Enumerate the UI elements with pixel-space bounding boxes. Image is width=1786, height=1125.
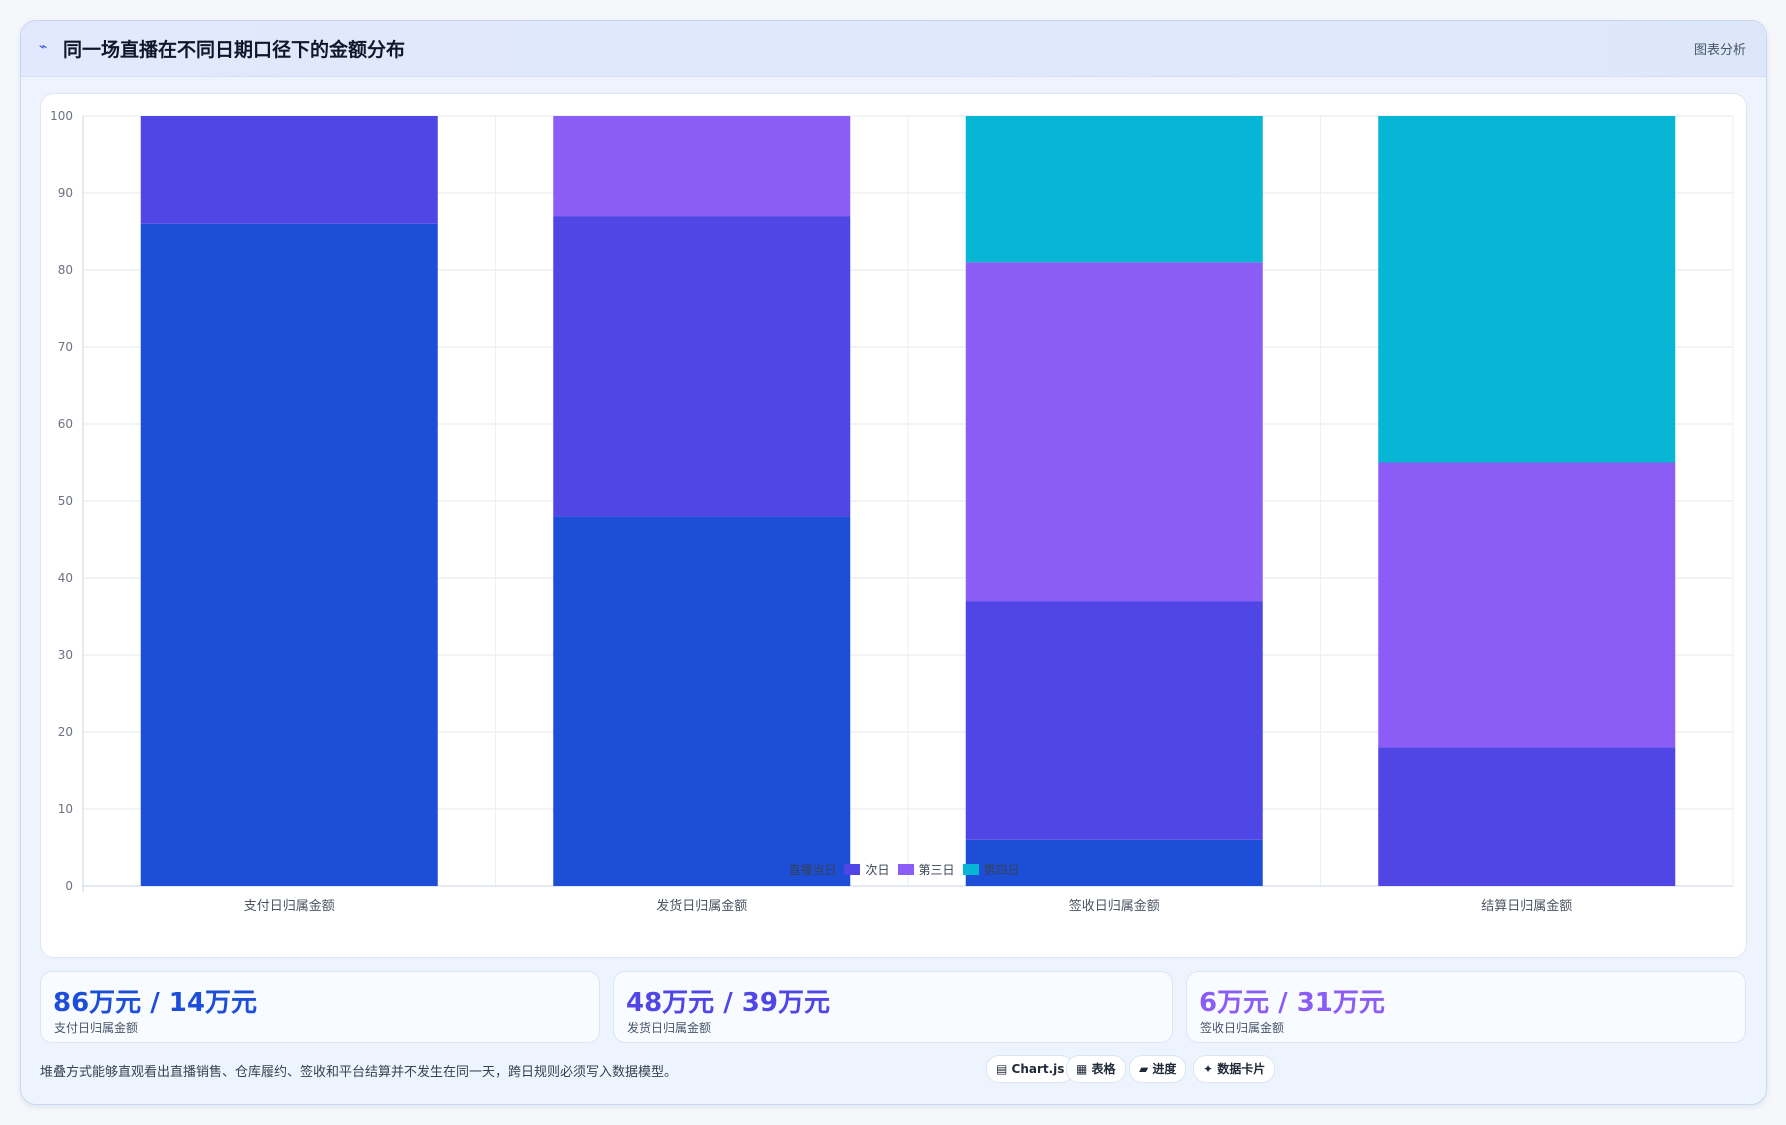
legend-swatch [962, 864, 979, 875]
bar-segment [965, 601, 1263, 840]
legend-label: 次日 [865, 863, 890, 877]
stat-card-ship: 48万元 / 39万元 发货日归属金额 [613, 971, 1173, 1043]
y-tick-label: 80 [58, 263, 73, 277]
bar-segment [965, 839, 1263, 886]
stat-label: 签收日归属金额 [1200, 1021, 1285, 1035]
legend-swatch [767, 864, 784, 875]
legend-swatch [844, 864, 861, 875]
y-tick-label: 20 [58, 725, 73, 739]
x-tick-label: 支付日归属金额 [244, 898, 335, 914]
legend-swatch [897, 864, 914, 875]
chart-card: 0 10 20 30 40 50 60 70 80 90 100 支付日归属金额 发货日归属金额 签收日归… [40, 93, 1747, 958]
y-tick-label: 100 [50, 109, 73, 123]
bar-segment [140, 223, 438, 887]
bar-segment [553, 516, 851, 886]
stat-value: 6万元 / 31万元 [1199, 988, 1385, 1018]
chart-analysis-tag[interactable]: 图表分析 [1693, 43, 1746, 58]
bar-segment [140, 116, 438, 224]
y-tick-label: 90 [58, 186, 73, 200]
legend-item[interactable]: 第三日 [897, 861, 955, 878]
y-tick-label: 30 [58, 648, 73, 662]
y-tick-label: 70 [58, 340, 73, 354]
y-tick-label: 0 [65, 879, 73, 893]
bar-segment [965, 262, 1263, 602]
stat-value: 86万元 / 14万元 [53, 988, 257, 1018]
legend-item[interactable]: 直播当日 [767, 861, 836, 878]
page-title: 同一场直播在不同日期口径下的金额分布 [63, 39, 406, 61]
legend-item[interactable]: 第四日 [962, 861, 1020, 878]
stat-value: 48万元 / 39万元 [626, 988, 830, 1018]
bar-segment [1378, 462, 1676, 748]
chip-data-card[interactable]: ✦ 数据卡片 [1193, 1055, 1276, 1083]
bar-segment [1378, 116, 1676, 463]
stacked-bar-chart: 0 10 20 30 40 50 60 70 80 90 100 支付日归属金额 发货日归属金额 签收日归… [50, 109, 1734, 914]
trend-line-icon: ⌁ [39, 39, 48, 55]
panel-header: ⌁ 同一场直播在不同日期口径下的金额分布 图表分析 [21, 21, 1766, 77]
legend-item[interactable]: 次日 [844, 861, 890, 878]
chart-legend: 直播当日 次日 第三日 第四日 [21, 861, 1766, 878]
chip-chartjs[interactable]: ▤ Chart.js [986, 1055, 1075, 1083]
y-tick-label: 60 [58, 417, 73, 431]
y-tick-label: 40 [58, 571, 73, 585]
chart-panel: ⌁ 同一场直播在不同日期口径下的金额分布 图表分析 0 10 20 30 40 50 60 7… [20, 20, 1767, 1105]
legend-label: 第四日 [983, 863, 1020, 877]
bar-segment [1378, 747, 1676, 886]
stat-card-pay: 86万元 / 14万元 支付日归属金额 [40, 971, 600, 1043]
legend-label: 第三日 [918, 863, 955, 877]
bar-segment [965, 116, 1263, 263]
footnote: 堆叠方式能够直观看出直播销售、仓库履约、签收和平台结算并不发生在同一天，跨日规则… [40, 1065, 678, 1080]
chip-table[interactable]: ▦ 表格 [1066, 1055, 1126, 1083]
stat-label: 支付日归属金额 [54, 1021, 139, 1035]
chip-progress[interactable]: ▰ 进度 [1129, 1055, 1187, 1083]
stat-card-sign: 6万元 / 31万元 签收日归属金额 [1186, 971, 1746, 1043]
x-tick-label: 发货日归属金额 [656, 898, 747, 914]
stat-label: 发货日归属金额 [627, 1021, 712, 1035]
y-tick-label: 10 [58, 802, 73, 816]
y-tick-label: 50 [58, 494, 73, 508]
bar-segment [553, 116, 851, 217]
x-tick-label: 签收日归属金额 [1069, 898, 1160, 914]
x-tick-label: 结算日归属金额 [1481, 898, 1572, 914]
legend-label: 直播当日 [788, 863, 837, 877]
bar-segment [553, 216, 851, 517]
